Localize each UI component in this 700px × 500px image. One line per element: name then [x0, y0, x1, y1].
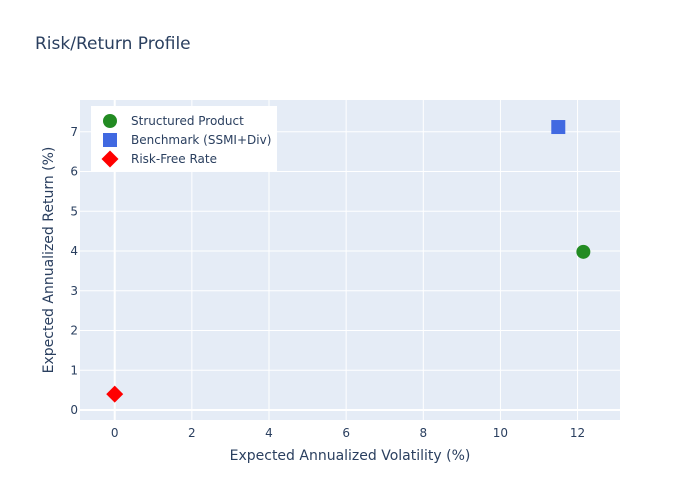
y-tick-label: 3: [70, 284, 78, 298]
x-tick-label: 10: [493, 426, 508, 440]
legend-marker-circle: [103, 114, 117, 128]
chart-title: Risk/Return Profile: [35, 34, 191, 54]
data-points: [106, 120, 591, 403]
data-point-diamond: [106, 385, 124, 403]
y-tick-label: 1: [70, 363, 78, 377]
x-tick-label: 4: [265, 426, 273, 440]
data-point-circle: [576, 244, 591, 259]
y-axis-title: Expected Annualized Return (%): [41, 147, 57, 374]
y-tick-label: 4: [70, 244, 78, 258]
legend: Structured Product Benchmark (SSMI+Div) Ri…: [91, 106, 277, 172]
legend-label: Structured Product: [131, 114, 244, 128]
x-tick-label: 2: [188, 426, 196, 440]
x-tick-label: 6: [342, 426, 350, 440]
legend-label: Risk-Free Rate: [131, 152, 217, 166]
y-tick-label: 0: [70, 403, 78, 417]
legend-background: [91, 106, 277, 172]
grid: [80, 100, 620, 420]
x-tick-label: 0: [111, 426, 119, 440]
y-tick-label: 6: [70, 165, 78, 179]
x-tick-label: 12: [570, 426, 585, 440]
x-tick-label: 8: [419, 426, 427, 440]
y-tick-label: 5: [70, 204, 78, 218]
y-tick-label: 7: [70, 125, 78, 139]
data-point-square: [551, 120, 566, 135]
legend-marker-square: [103, 133, 117, 147]
x-axis-title: Expected Annualized Volatility (%): [230, 448, 471, 464]
legend-marker-diamond: [101, 150, 119, 168]
legend-label: Benchmark (SSMI+Div): [131, 133, 271, 147]
y-tick-label: 2: [70, 324, 78, 338]
